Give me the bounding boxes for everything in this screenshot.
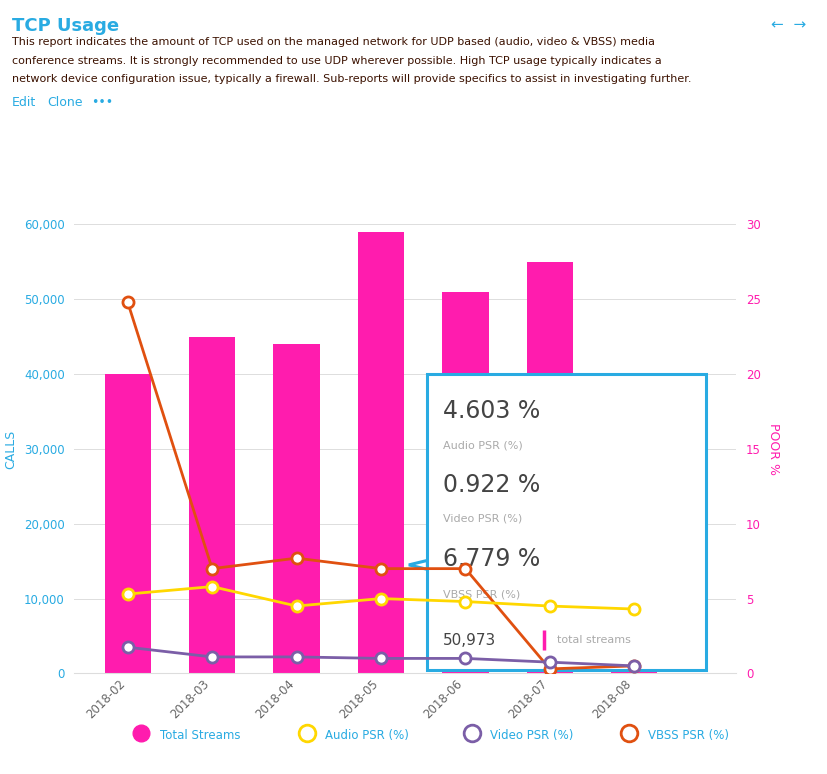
Text: TCP Usage: TCP Usage (12, 17, 119, 35)
Bar (527, 262, 573, 673)
Bar (442, 292, 489, 673)
Text: ←  →: ← → (771, 17, 806, 32)
Text: Audio PSR (%): Audio PSR (%) (325, 729, 409, 741)
Y-axis label: POOR %: POOR % (767, 423, 780, 475)
Text: Total Streams: Total Streams (160, 729, 240, 741)
Bar (611, 651, 657, 673)
Text: Audio PSR (%): Audio PSR (%) (442, 440, 523, 450)
Text: 4.603 %: 4.603 % (442, 399, 540, 423)
Bar (358, 232, 404, 673)
Text: This report indicates the amount of TCP used on the managed network for UDP base: This report indicates the amount of TCP … (12, 37, 655, 47)
Text: Edit: Edit (12, 96, 36, 109)
Text: 50,973: 50,973 (442, 632, 496, 648)
Bar (189, 337, 236, 673)
Bar (274, 344, 320, 673)
Bar (104, 374, 151, 673)
Text: 0.922 %: 0.922 % (442, 473, 540, 497)
Polygon shape (409, 560, 428, 570)
Text: VBSS PSR (%): VBSS PSR (%) (648, 729, 729, 741)
Text: total streams: total streams (557, 635, 630, 645)
Text: 6.779 %: 6.779 % (442, 546, 540, 570)
FancyBboxPatch shape (428, 374, 706, 670)
Text: network device configuration issue, typically a firewall. Sub-reports will provi: network device configuration issue, typi… (12, 74, 691, 84)
Y-axis label: CALLS: CALLS (4, 430, 17, 468)
Text: Clone: Clone (47, 96, 83, 109)
Text: •••: ••• (91, 96, 113, 109)
Text: Video PSR (%): Video PSR (%) (490, 729, 574, 741)
Text: conference streams. It is strongly recommended to use UDP wherever possible. Hig: conference streams. It is strongly recom… (12, 56, 662, 66)
Text: Video PSR (%): Video PSR (%) (442, 514, 522, 524)
Text: VBSS PSR (%): VBSS PSR (%) (442, 589, 520, 599)
